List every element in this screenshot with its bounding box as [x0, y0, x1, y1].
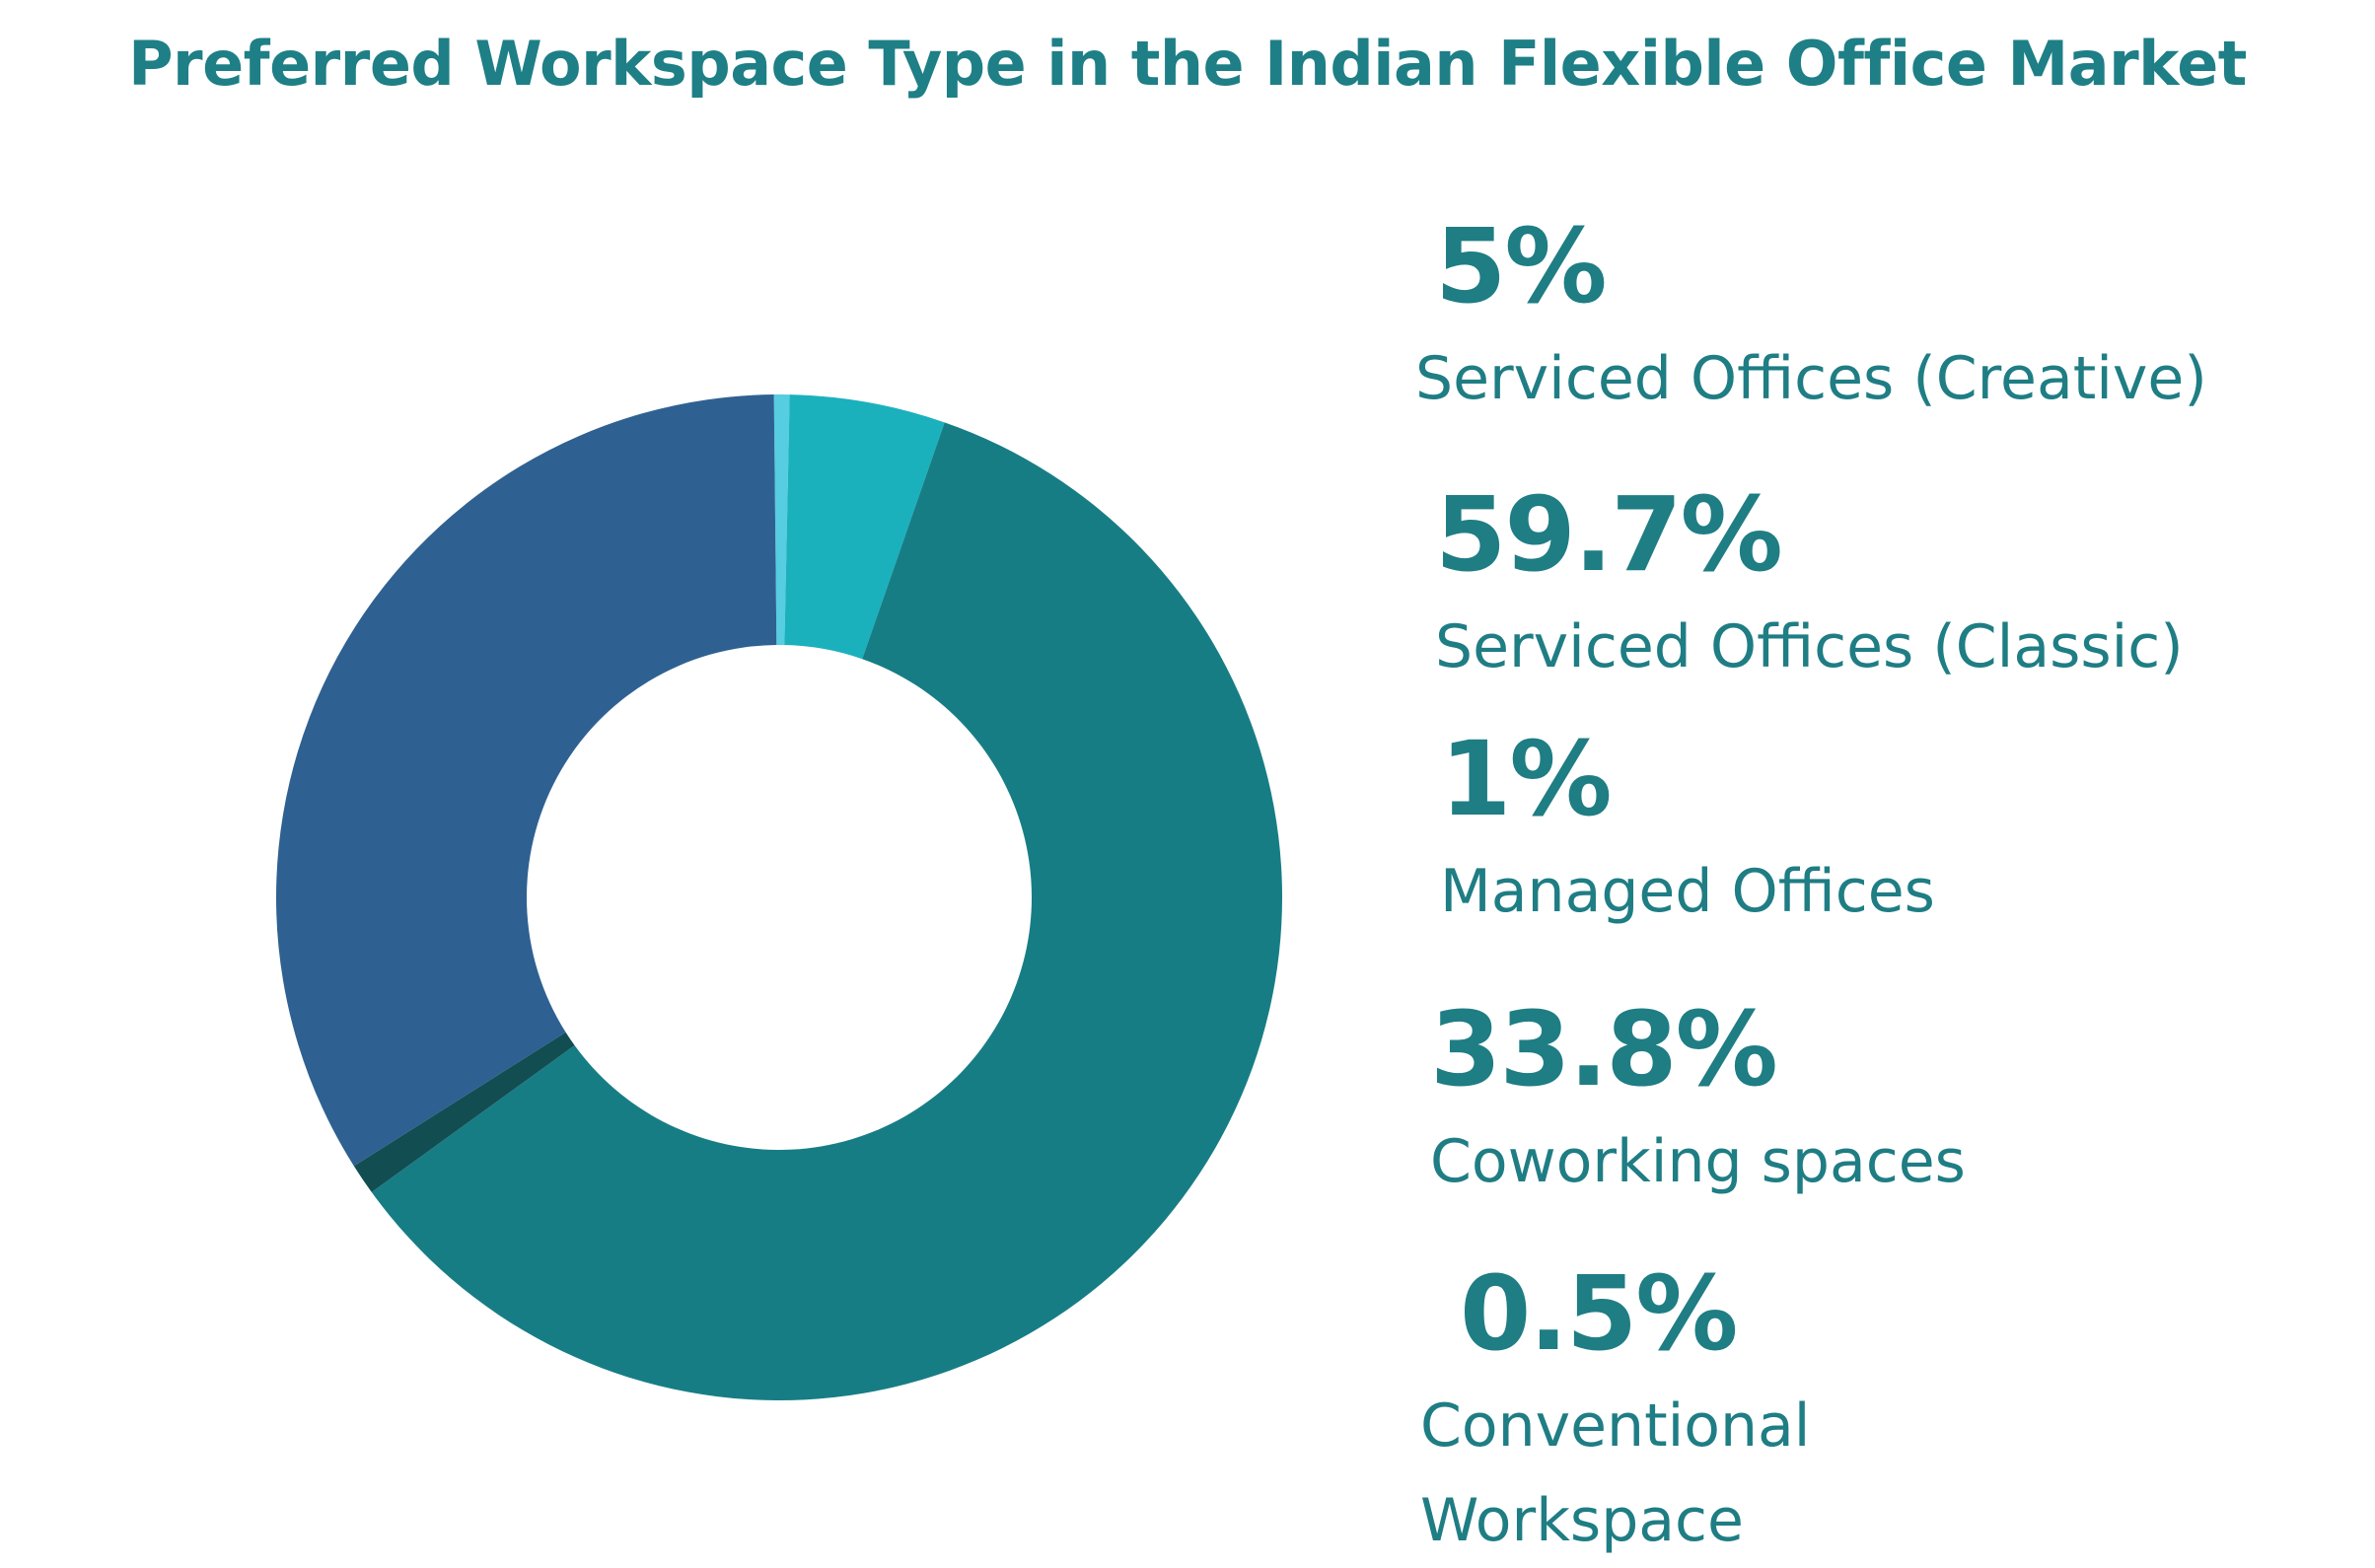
slice-serviced-creative: [784, 394, 945, 660]
legend-item-serviced-classic: 59.7% Serviced Offices (Classic): [1435, 483, 2184, 694]
legend-value: 59.7%: [1435, 474, 1783, 595]
legend-label: Serviced Offices (Classic): [1435, 612, 2184, 681]
slice-conventional: [773, 394, 790, 646]
legend-label: Serviced Offices (Creative): [1415, 344, 2207, 413]
legend-item-coworking: 33.8% Coworking spaces: [1430, 998, 1966, 1209]
slice-managed: [353, 1032, 575, 1192]
legend-item-managed: 1% Managed Offices: [1440, 728, 1935, 939]
legend-label: Managed Offices: [1440, 857, 1935, 926]
legend-value: 1%: [1440, 719, 1613, 839]
legend-value: 0.5%: [1460, 1253, 1738, 1374]
chart-title: Preferred Workspace Type in the Indian F…: [128, 28, 2247, 100]
legend-value: 33.8%: [1430, 989, 1778, 1109]
legend-label: Conventional Workspace: [1420, 1391, 1811, 1555]
donut-chart: [276, 394, 1282, 1400]
slice-coworking: [276, 394, 777, 1167]
slice-serviced-classic: [371, 422, 1282, 1400]
legend-value: 5%: [1435, 206, 1608, 326]
legend-label: Coworking spaces: [1430, 1127, 1966, 1196]
legend-item-serviced-creative: 5% Serviced Offices (Creative): [1415, 206, 2207, 426]
legend-item-conventional: 0.5% Conventional Workspace: [1420, 1253, 1933, 1568]
